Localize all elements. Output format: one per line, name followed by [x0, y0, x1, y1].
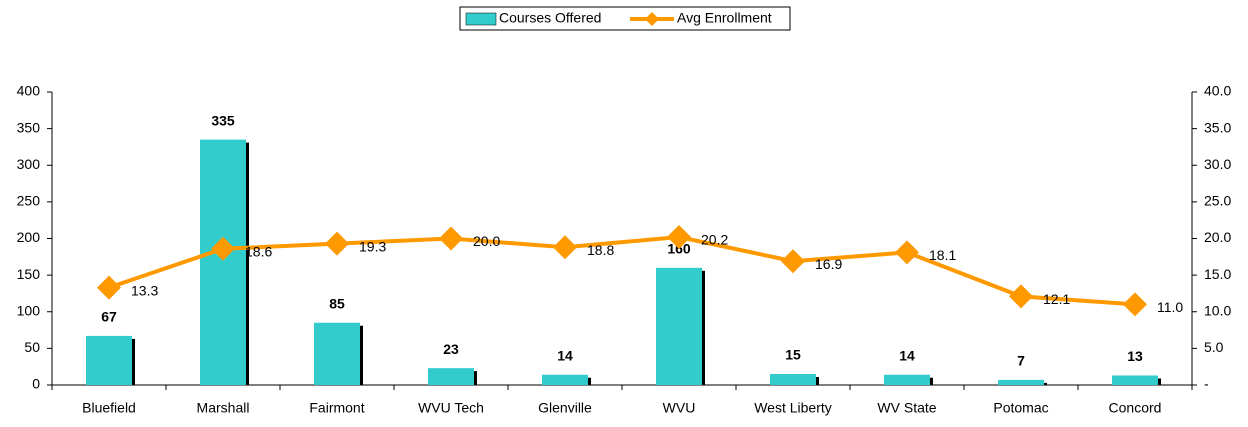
y-tick-label: 250	[17, 193, 41, 209]
line-label: 16.9	[815, 256, 842, 272]
bar-label: 85	[329, 295, 345, 311]
x-tick-label: Fairmont	[309, 400, 364, 416]
y-tick-label: 100	[17, 302, 41, 318]
y2-tick-label: 35.0	[1204, 119, 1231, 135]
x-tick-label: West Liberty	[754, 400, 832, 416]
line-marker	[667, 225, 691, 250]
bar-label: 15	[785, 347, 801, 363]
y-tick-label: 350	[17, 119, 41, 135]
x-tick-label: Glenville	[538, 400, 592, 416]
bar-label: 67	[101, 309, 117, 325]
x-tick-label: WVU	[663, 400, 696, 416]
line-marker	[97, 275, 121, 300]
y2-tick-label: 40.0	[1204, 83, 1231, 99]
bar	[314, 322, 360, 385]
bar-label: 14	[899, 347, 915, 363]
x-tick-label: Bluefield	[82, 400, 136, 416]
line-marker	[895, 240, 919, 265]
y2-tick-label: 25.0	[1204, 193, 1231, 209]
line-label: 18.1	[929, 247, 956, 263]
x-tick-label: WVU Tech	[418, 400, 484, 416]
x-tick-label: WV State	[877, 400, 936, 416]
y2-tick-label: 5.0	[1204, 339, 1224, 355]
bar	[1112, 375, 1158, 385]
bar	[884, 374, 930, 385]
bar-label: 7	[1017, 353, 1025, 369]
legend-label: Courses Offered	[499, 10, 601, 26]
bar	[770, 374, 816, 385]
bar-label: 23	[443, 341, 459, 357]
line-marker	[1123, 292, 1147, 317]
bar	[542, 374, 588, 385]
y-tick-label: 50	[24, 339, 40, 355]
legend-label: Avg Enrollment	[677, 10, 772, 26]
bar	[656, 267, 702, 385]
line-marker	[1009, 284, 1033, 309]
bar	[428, 368, 474, 385]
legend-box	[459, 6, 791, 31]
line-label: 20.2	[701, 232, 728, 248]
bar	[200, 139, 246, 385]
x-tick-label: Concord	[1109, 400, 1162, 416]
y2-tick-label: -	[1204, 376, 1209, 392]
bar-label: 14	[557, 347, 573, 363]
line-marker	[439, 226, 463, 251]
x-tick-label: Marshall	[197, 400, 250, 416]
line-label: 19.3	[359, 238, 386, 254]
line-marker	[325, 231, 349, 256]
y2-tick-label: 20.0	[1204, 229, 1231, 245]
line-marker	[553, 235, 577, 260]
line-marker	[211, 236, 235, 261]
y-tick-label: 200	[17, 229, 41, 245]
line-marker	[781, 249, 805, 274]
line-label: 13.3	[131, 282, 158, 298]
y2-tick-label: 15.0	[1204, 266, 1231, 282]
line-label: 12.1	[1043, 291, 1070, 307]
y-tick-label: 0	[32, 376, 40, 392]
line-label: 18.6	[245, 243, 272, 259]
line-label: 20.0	[473, 233, 500, 249]
y-tick-label: 400	[17, 83, 41, 99]
x-tick-label: Potomac	[993, 400, 1048, 416]
y-tick-label: 150	[17, 266, 41, 282]
line-label: 11.0	[1157, 299, 1183, 315]
line	[108, 235, 1136, 307]
bar-label: 335	[211, 112, 235, 128]
legend-swatch	[465, 12, 497, 26]
bar	[86, 335, 132, 385]
y2-tick-label: 30.0	[1204, 156, 1231, 172]
y2-tick-label: 10.0	[1204, 302, 1231, 318]
bar	[998, 379, 1044, 385]
y-tick-label: 300	[17, 156, 41, 172]
line-label: 18.8	[587, 242, 614, 258]
legend-marker	[645, 12, 659, 26]
bar-label: 13	[1127, 348, 1143, 364]
